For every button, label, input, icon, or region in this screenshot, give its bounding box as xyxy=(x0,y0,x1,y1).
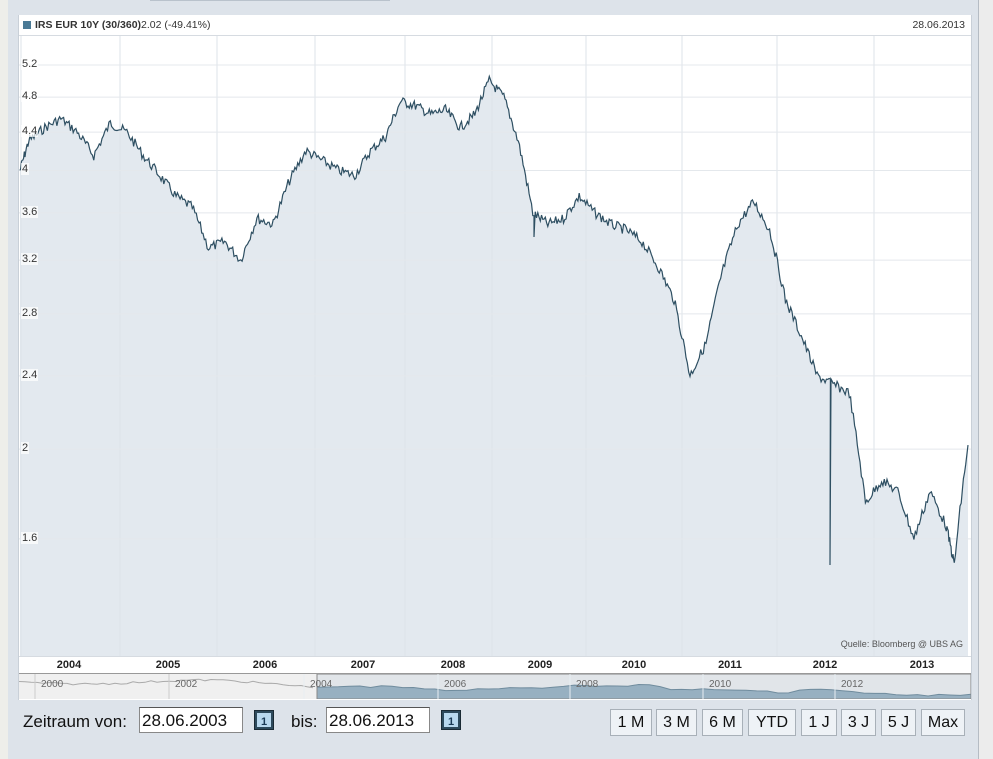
navigator-year-label: 2012 xyxy=(841,679,864,690)
y-tick-label: 5.2 xyxy=(21,58,39,70)
left-margin xyxy=(0,0,8,759)
svg-text:1: 1 xyxy=(448,716,454,728)
date-range-controls: Zeitraum von: 28.06.2003 1 bis: 28.06.20… xyxy=(0,700,993,759)
y-tick-label: 3.2 xyxy=(21,253,39,266)
price-chart-svg xyxy=(19,36,971,656)
instrument-value: 2.02 (-49.41%) xyxy=(141,19,211,31)
top-tab-strip xyxy=(150,0,390,3)
x-tick-label: 2010 xyxy=(621,659,647,671)
x-tick-label: 2004 xyxy=(56,659,82,671)
right-scroll-edge xyxy=(978,0,993,759)
x-tick-label: 2012 xyxy=(812,659,838,671)
to-calendar-icon[interactable]: 1 xyxy=(441,710,461,730)
instrument-title: IRS EUR 10Y (30/360) xyxy=(35,19,142,31)
range-button-3m[interactable]: 3 M xyxy=(656,709,697,736)
data-source-note: Quelle: Bloomberg @ UBS AG xyxy=(840,639,963,649)
range-button-3j[interactable]: 3 J xyxy=(841,709,876,736)
navigator-year-label: 2002 xyxy=(175,679,198,690)
to-date-input[interactable]: 28.06.2013 xyxy=(326,707,430,733)
range-button-max[interactable]: Max xyxy=(921,709,965,736)
x-tick-label: 2008 xyxy=(440,659,466,671)
navigator-year-label: 2000 xyxy=(41,679,64,690)
range-button-ytd[interactable]: YTD xyxy=(748,709,796,736)
y-tick-label: 4.8 xyxy=(21,90,39,103)
x-tick-label: 2013 xyxy=(909,659,935,671)
y-tick-label: 2.4 xyxy=(21,368,39,381)
navigator-year-label: 2010 xyxy=(709,679,732,690)
x-tick-label: 2007 xyxy=(350,659,376,671)
navigator-year-label: 2006 xyxy=(444,679,467,690)
y-tick-label: 2 xyxy=(21,442,30,455)
range-button-5j[interactable]: 5 J xyxy=(881,709,916,736)
from-calendar-icon[interactable]: 1 xyxy=(254,710,274,730)
range-button-1j[interactable]: 1 J xyxy=(801,709,837,736)
y-tick-label: 3.6 xyxy=(21,205,39,218)
x-tick-label: 2011 xyxy=(718,659,742,671)
to-label: bis: xyxy=(291,712,318,731)
y-tick-label: 1.6 xyxy=(21,531,39,544)
price-plot[interactable]: 5.2 4.8 4.4 4 3.6 3.2 2.8 2.4 2 1.6 Quelle: Bloom… xyxy=(19,36,971,656)
y-tick-label: 4.4 xyxy=(21,125,39,138)
navigator-year-label: 2004 xyxy=(310,679,333,690)
from-label: Zeitraum von: xyxy=(23,712,127,731)
range-navigator[interactable]: 2000 2002 2004 2006 2008 2010 2012 xyxy=(19,673,971,699)
legend-swatch-icon xyxy=(23,21,31,29)
y-tick-label: 4 xyxy=(21,163,30,176)
from-date-input[interactable]: 28.06.2003 xyxy=(139,707,243,733)
x-axis: 2004 2005 2006 2007 2008 2009 2010 2011 2012 2013 xyxy=(19,656,971,674)
x-tick-label: 2009 xyxy=(527,659,553,671)
x-tick-label: 2006 xyxy=(252,659,278,671)
svg-text:1: 1 xyxy=(261,716,267,728)
y-tick-label: 2.8 xyxy=(21,306,39,319)
chart-date: 28.06.2013 xyxy=(912,19,965,31)
x-tick-label: 2005 xyxy=(155,659,181,671)
chart-panel: IRS EUR 10Y (30/360) 2.02 (-49.41%) 28.0… xyxy=(18,15,972,700)
chart-header: IRS EUR 10Y (30/360) 2.02 (-49.41%) 28.0… xyxy=(19,15,971,36)
navigator-year-label: 2008 xyxy=(576,679,599,690)
range-button-1m[interactable]: 1 M xyxy=(610,709,652,736)
navigator-svg xyxy=(19,674,971,699)
range-button-6m[interactable]: 6 M xyxy=(702,709,743,736)
price-line xyxy=(19,74,969,566)
